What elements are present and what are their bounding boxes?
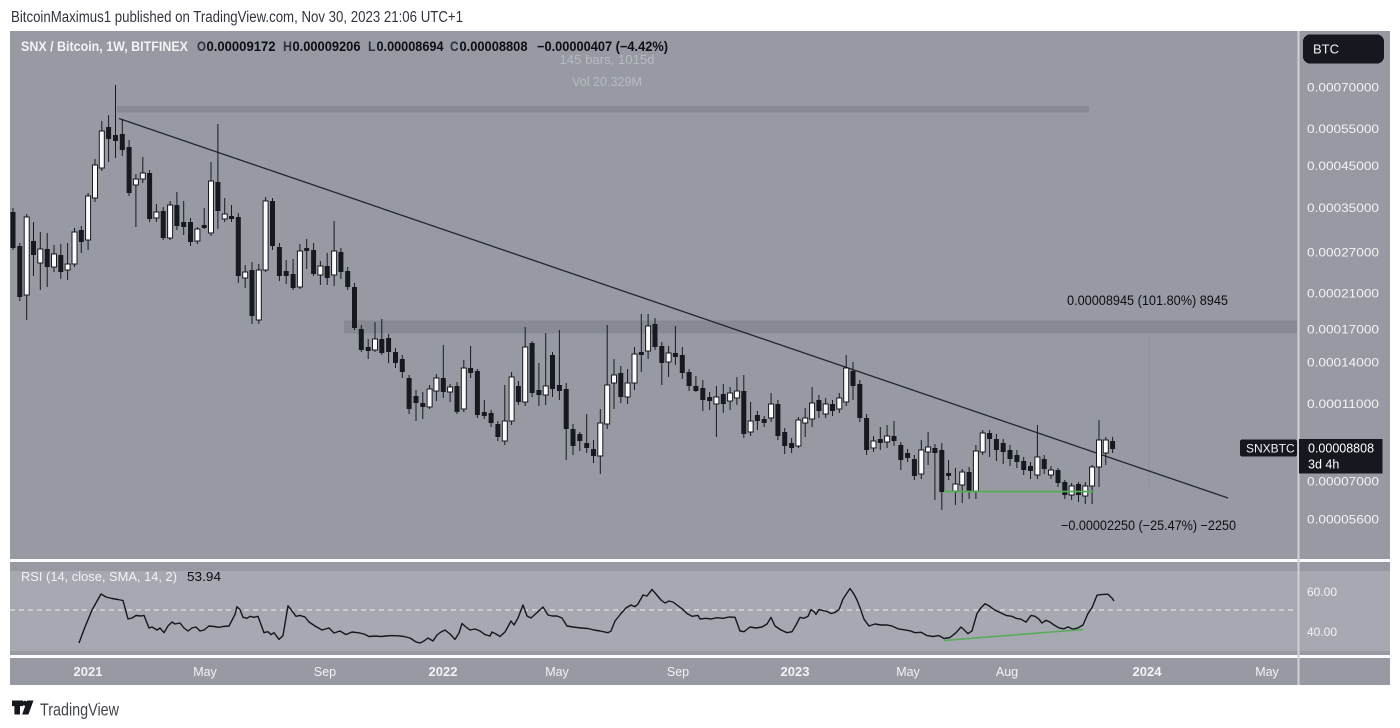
svg-text:−0.00000407 (−4.42%): −0.00000407 (−4.42%)	[537, 39, 668, 54]
svg-text:RSI (14, close, SMA, 14, 2): RSI (14, close, SMA, 14, 2)	[21, 570, 177, 584]
svg-text:0.00011000: 0.00011000	[1307, 397, 1379, 411]
svg-text:C: C	[450, 39, 459, 54]
svg-text:BTC: BTC	[1313, 42, 1339, 57]
svg-text:2022: 2022	[429, 664, 458, 679]
svg-text:0.00035000: 0.00035000	[1307, 201, 1379, 215]
svg-text:40.00: 40.00	[1307, 625, 1337, 639]
svg-text:0.00009206: 0.00009206	[293, 39, 361, 54]
svg-text:0.00008808: 0.00008808	[460, 39, 528, 54]
svg-text:0.00005600: 0.00005600	[1307, 513, 1379, 527]
svg-text:TradingView: TradingView	[40, 700, 119, 720]
svg-text:0.00009172: 0.00009172	[207, 39, 276, 54]
svg-text:0.00008945 (101.80%) 8945: 0.00008945 (101.80%) 8945	[1067, 293, 1228, 308]
svg-text:Sep: Sep	[667, 665, 689, 679]
svg-text:Aug: Aug	[996, 665, 1018, 679]
svg-text:0.00008808: 0.00008808	[1308, 442, 1374, 456]
svg-text:O: O	[197, 39, 206, 54]
svg-text:May: May	[545, 665, 569, 679]
svg-text:L: L	[368, 39, 376, 54]
svg-text:May: May	[193, 665, 217, 679]
svg-text:0.00055000: 0.00055000	[1307, 122, 1379, 136]
svg-text:0.00045000: 0.00045000	[1307, 159, 1379, 173]
svg-text:0.00070000: 0.00070000	[1307, 81, 1379, 95]
svg-text:May: May	[896, 665, 920, 679]
svg-text:2024: 2024	[1133, 664, 1163, 679]
svg-text:H: H	[283, 39, 292, 54]
svg-text:0.00017000: 0.00017000	[1307, 323, 1379, 337]
svg-text:SNX / Bitcoin, 1W, BITFINEX: SNX / Bitcoin, 1W, BITFINEX	[21, 39, 188, 54]
svg-text:145 bars, 1015d: 145 bars, 1015d	[560, 52, 655, 67]
svg-text:2021: 2021	[74, 664, 103, 679]
svg-text:3d 4h: 3d 4h	[1308, 458, 1339, 472]
svg-text:SNXBTC: SNXBTC	[1246, 442, 1295, 456]
svg-text:May: May	[1255, 665, 1279, 679]
svg-text:0.00008694: 0.00008694	[377, 39, 444, 54]
svg-text:Sep: Sep	[314, 665, 336, 679]
svg-text:2023: 2023	[781, 664, 810, 679]
svg-text:0.00007000: 0.00007000	[1307, 475, 1379, 489]
svg-text:0.00027000: 0.00027000	[1307, 246, 1379, 260]
svg-text:−0.00002250 (−25.47%) −2250: −0.00002250 (−25.47%) −2250	[1061, 518, 1236, 533]
svg-text:60.00: 60.00	[1307, 585, 1337, 599]
svg-text:0.00014000: 0.00014000	[1307, 356, 1379, 370]
svg-text:0.00021000: 0.00021000	[1307, 287, 1379, 301]
svg-text:Vol 20.329M: Vol 20.329M	[572, 74, 642, 89]
svg-text:53.94: 53.94	[187, 570, 221, 584]
svg-text:BitcoinMaximus1 published on T: BitcoinMaximus1 published on TradingView…	[11, 9, 463, 26]
